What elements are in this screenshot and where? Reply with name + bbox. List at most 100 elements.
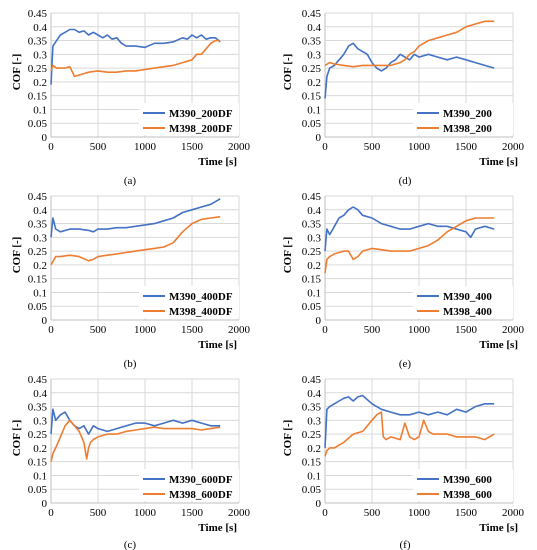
series-line-M390_400DF — [50, 198, 221, 238]
series-line-M398_400DF — [50, 215, 221, 266]
x-axis-label: Time [s] — [198, 339, 237, 351]
y-tick-label: 0.2 — [307, 260, 321, 272]
x-axis-label: Time [s] — [479, 156, 518, 168]
y-tick-label: 0.15 — [302, 91, 322, 103]
x-tick-label: 0 — [322, 324, 328, 336]
y-tick-label: 0.3 — [33, 49, 47, 61]
y-tick-label: 0.25 — [28, 429, 48, 441]
legend-entry: M398_600DF — [169, 489, 233, 501]
y-tick-label: 0.15 — [28, 91, 48, 103]
y-tick-label: 0.25 — [28, 246, 48, 258]
y-tick-label: 0.25 — [302, 63, 322, 75]
x-tick-label: 2000 — [228, 507, 251, 519]
x-tick-label: 500 — [90, 141, 107, 153]
y-tick-label: 0.35 — [28, 402, 48, 414]
x-tick-label: 500 — [364, 507, 381, 519]
x-tick-label: 1500 — [181, 141, 204, 153]
panel-caption: (c) — [124, 539, 137, 550]
series-line-M390_200 — [324, 42, 495, 99]
x-tick-label: 1000 — [408, 141, 431, 153]
x-tick-label: 1500 — [455, 324, 478, 336]
y-tick-label: 0.25 — [28, 63, 48, 75]
y-tick-label: 0.2 — [307, 77, 321, 89]
x-tick-label: 2000 — [228, 141, 251, 153]
x-axis-label: Time [s] — [198, 522, 237, 534]
plot-area-d: 00.050.10.150.20.250.30.350.40.450 500 100… — [302, 8, 525, 153]
legend-entry: M390_600DF — [169, 474, 233, 486]
series-line-M398_600 — [324, 411, 495, 457]
legend-entry: M398_600 — [443, 489, 492, 501]
plot-area-b: 00.050.10.150.20.250.30.350.40.450 500 100… — [28, 191, 251, 336]
legend-entry: M390_200 — [443, 108, 492, 120]
y-tick-label: 0.45 — [28, 374, 48, 386]
y-tick-label: 0.05 — [28, 301, 48, 313]
panel-caption: (e) — [399, 358, 412, 370]
plot-area-f: 00.050.10.150.20.250.30.350.40.450 500 100… — [302, 374, 525, 519]
series-line-M398_200DF — [50, 39, 221, 78]
series-line-M398_200 — [324, 20, 495, 68]
y-tick-label: 0.4 — [33, 388, 47, 400]
x-tick-label: 0 — [48, 507, 54, 519]
x-tick-label: 1000 — [134, 507, 157, 519]
y-tick-label: 0.45 — [28, 191, 48, 203]
y-axis-label: COF [-] — [11, 237, 23, 274]
x-tick-label: 2000 — [502, 507, 525, 519]
legend-box — [139, 469, 239, 501]
panel-caption: (b) — [124, 358, 137, 370]
y-tick-label: 0.4 — [33, 205, 47, 217]
panel-caption: (d) — [399, 175, 412, 187]
y-tick-label: 0 — [42, 132, 48, 144]
x-tick-label: 1500 — [455, 141, 478, 153]
y-tick-label: 0.1 — [33, 104, 47, 116]
y-tick-label: 0.05 — [302, 484, 322, 496]
x-axis-label: Time [s] — [198, 156, 237, 168]
plot-area-c: 00.050.10.150.20.250.30.350.40.450 500 100… — [28, 374, 251, 519]
legend-box — [413, 103, 513, 135]
panel-d: 00.050.10.150.20.250.30.350.40.450 500 100… — [282, 8, 525, 187]
y-tick-label: 0.1 — [33, 470, 47, 482]
y-tick-label: 0.15 — [28, 274, 48, 286]
series-line-M390_600 — [324, 394, 495, 448]
x-tick-label: 2000 — [228, 324, 251, 336]
x-tick-label: 500 — [364, 141, 381, 153]
y-tick-label: 0.4 — [307, 388, 321, 400]
legend-box — [413, 286, 513, 318]
plot-area-e: 00.050.10.150.20.250.30.350.40.450 500 100… — [302, 191, 525, 336]
x-tick-label: 0 — [322, 507, 328, 519]
legend-entry: M390_400DF — [169, 291, 233, 303]
x-tick-label: 1000 — [134, 324, 157, 336]
x-tick-label: 1000 — [408, 324, 431, 336]
y-tick-label: 0.2 — [307, 443, 321, 455]
x-tick-label: 1500 — [181, 324, 204, 336]
x-axis-label: Time [s] — [479, 522, 518, 534]
y-tick-label: 0.3 — [307, 232, 321, 244]
y-tick-label: 0 — [316, 498, 322, 510]
y-tick-label: 0.4 — [307, 205, 321, 217]
y-tick-label: 0.25 — [302, 429, 322, 441]
series-line-M390_400 — [324, 206, 495, 252]
y-tick-label: 0 — [316, 132, 322, 144]
x-tick-label: 0 — [322, 141, 328, 153]
y-tick-label: 0.1 — [307, 287, 321, 299]
y-tick-label: 0.05 — [28, 118, 48, 130]
panel-e: 00.050.10.150.20.250.30.350.40.450 500 100… — [282, 191, 525, 370]
panel-caption: (f) — [400, 539, 411, 550]
y-tick-label: 0.35 — [302, 219, 322, 231]
y-axis-label: COF [-] — [282, 420, 294, 457]
series-line-M398_400 — [324, 217, 495, 274]
y-axis-label: COF [-] — [11, 420, 23, 457]
legend-box — [413, 469, 513, 501]
y-axis-label: COF [-] — [11, 54, 23, 91]
x-tick-label: 2000 — [502, 324, 525, 336]
panel-a: 00.050.10.150.20.250.30.350.40.450 500 100… — [11, 8, 251, 187]
y-tick-label: 0.4 — [307, 22, 321, 34]
y-tick-label: 0 — [316, 315, 322, 327]
y-tick-label: 0.25 — [302, 246, 322, 258]
x-tick-label: 0 — [48, 141, 54, 153]
legend-entry: M390_600 — [443, 474, 492, 486]
y-tick-label: 0.15 — [302, 457, 322, 469]
y-tick-label: 0.35 — [302, 36, 322, 48]
legend-entry: M390_400 — [443, 291, 492, 303]
x-tick-label: 1500 — [455, 507, 478, 519]
